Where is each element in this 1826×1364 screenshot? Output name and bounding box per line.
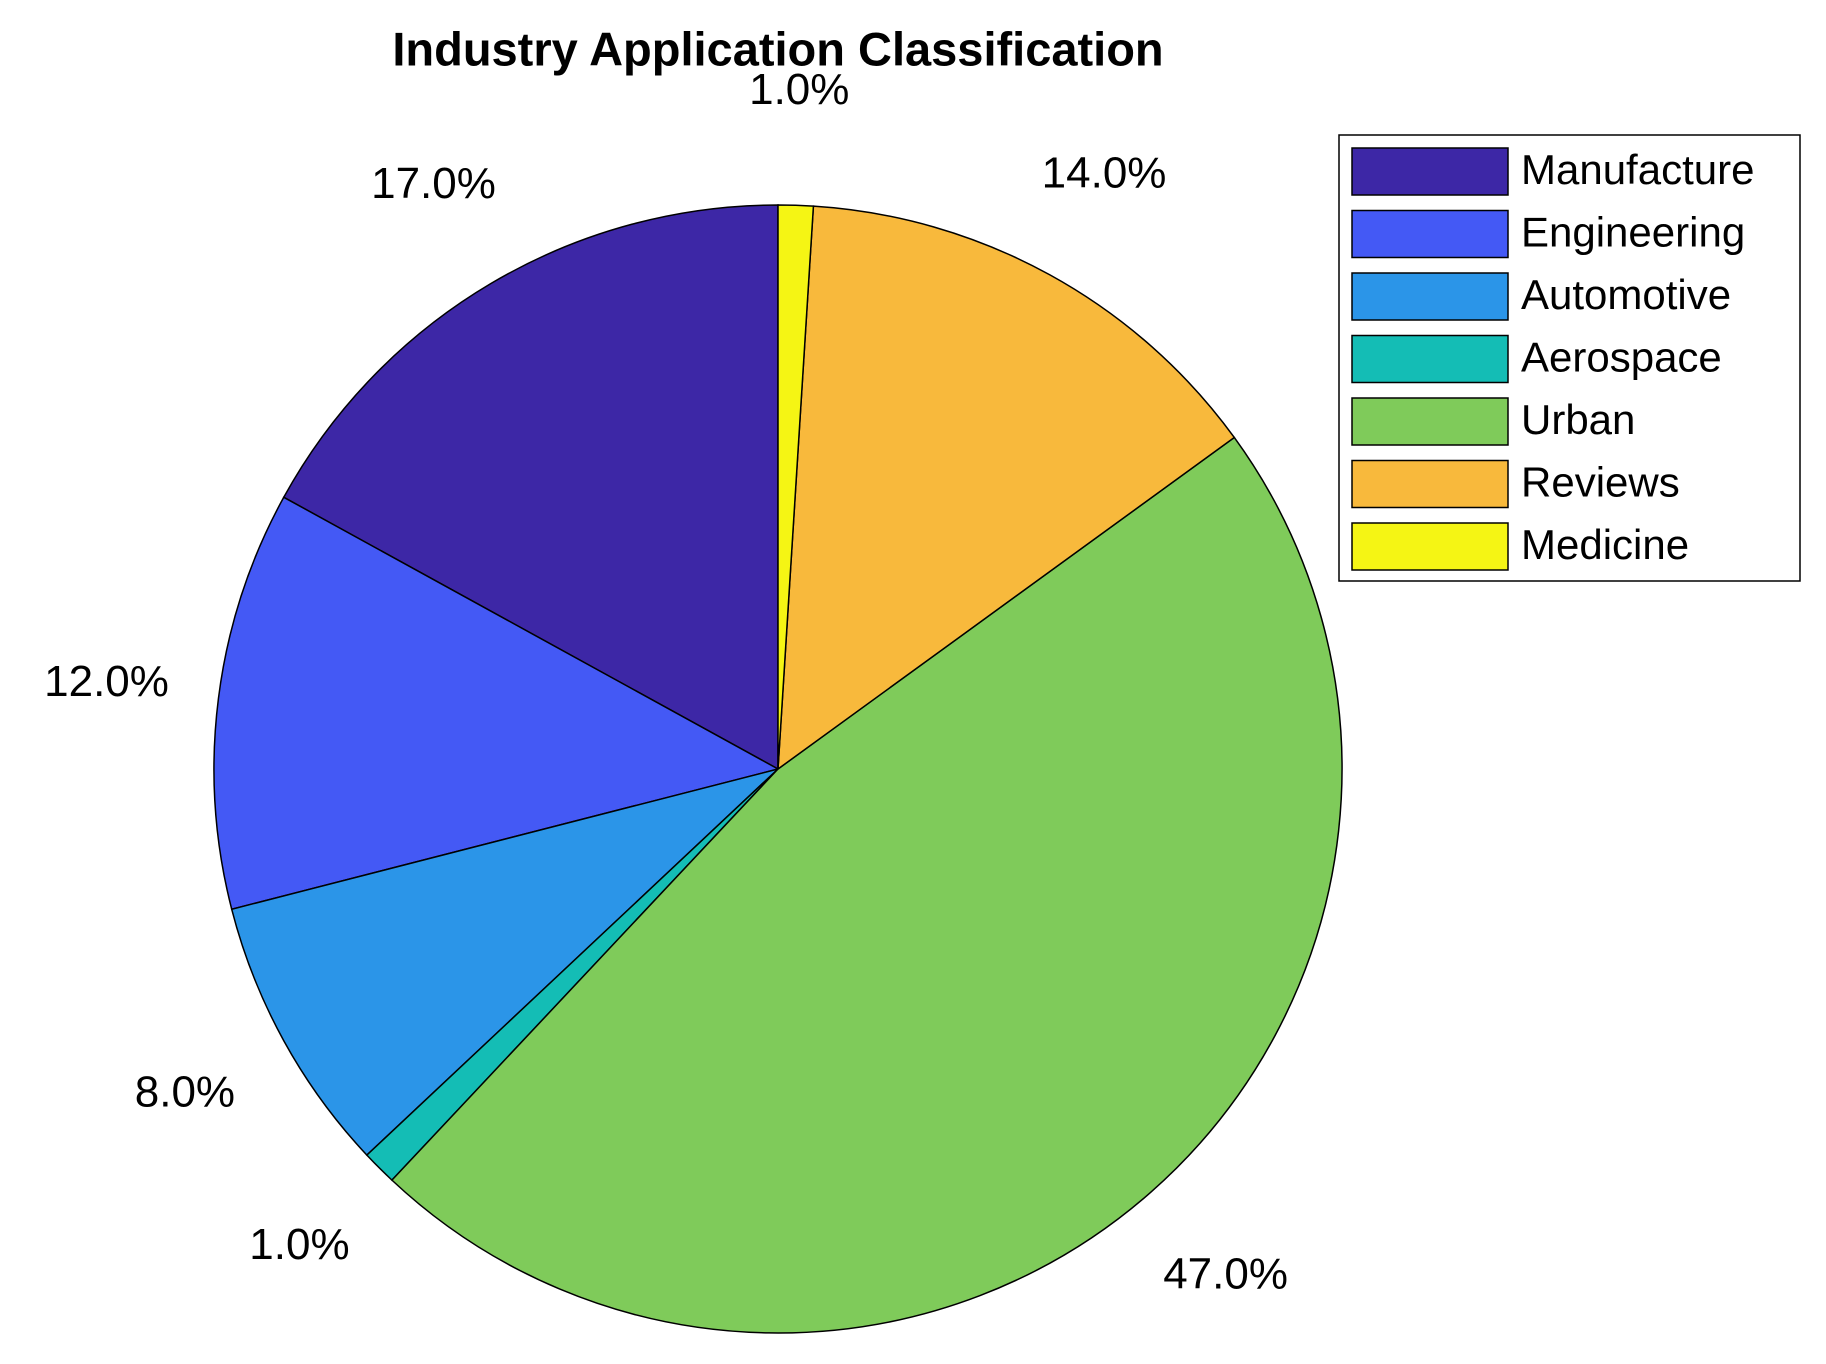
legend-label: Reviews [1521,459,1680,506]
pie-slice [230,768,779,1157]
pie-slice [213,496,781,911]
legend-swatch [1351,522,1509,571]
slice-label: 47.0% [1163,1249,1288,1298]
slice-label: 14.0% [1042,149,1167,198]
pie-slice [390,436,1343,1334]
legend-label: Aerospace [1521,334,1722,381]
legend-swatch [1351,397,1509,446]
pie-slice [777,204,815,770]
legend-swatch [1351,147,1509,196]
legend-label: Medicine [1521,521,1689,568]
legend-label: Urban [1521,396,1635,443]
slice-label: 17.0% [371,159,496,208]
slice-label: 1.0% [249,1220,349,1269]
legend-swatch [1351,272,1509,321]
slice-label: 1.0% [749,65,849,114]
legend-swatch [1351,209,1509,259]
legend-label: Manufacture [1521,146,1754,193]
slice-label: 12.0% [44,657,169,706]
legend-swatch [1351,459,1509,509]
slice-label: 8.0% [135,1068,235,1117]
pie-slice [777,205,1236,771]
chart-title: Industry Application Classification [392,22,1163,75]
legend-label: Engineering [1521,209,1745,256]
legend-label: Automotive [1521,271,1731,318]
pie-slice [282,204,779,771]
legend-swatch [1351,334,1509,384]
